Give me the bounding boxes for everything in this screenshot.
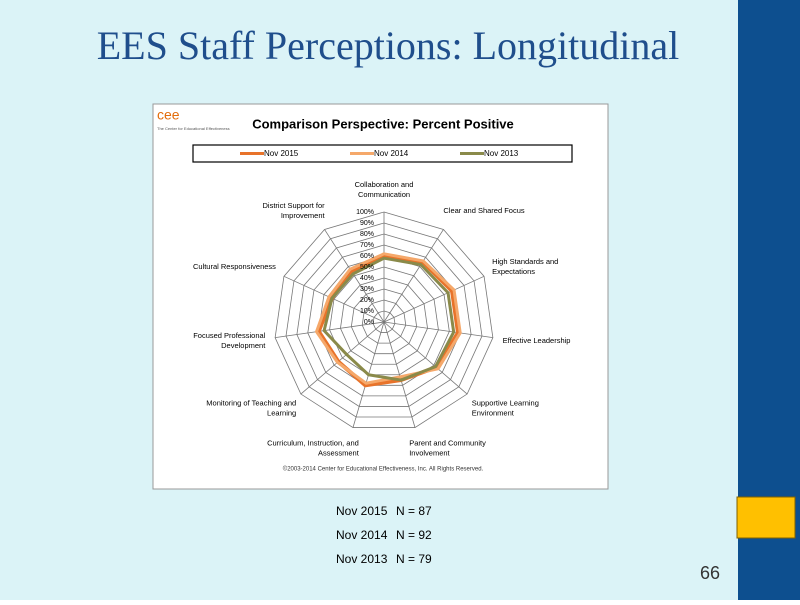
r-tick-label: 50% xyxy=(360,264,374,271)
grid-ring xyxy=(329,266,439,376)
legend-label: Nov 2014 xyxy=(374,149,409,158)
spoke xyxy=(383,321,416,428)
spoke xyxy=(275,321,385,339)
grid-ring xyxy=(274,211,494,428)
sample-n: N = 87 xyxy=(396,504,432,518)
grid-ring xyxy=(372,310,396,333)
r-tick-label: 100% xyxy=(356,209,374,216)
sample-n: N = 79 xyxy=(396,552,432,566)
series-line xyxy=(322,256,456,382)
legend-label: Nov 2015 xyxy=(264,149,299,158)
r-tick-label: 60% xyxy=(360,253,374,260)
legend-box xyxy=(192,144,573,163)
logo: cee xyxy=(157,107,180,123)
spoke xyxy=(383,321,493,339)
slide-title: EES Staff Perceptions: Longitudinal xyxy=(97,23,680,68)
sample-label: Nov 2013 xyxy=(336,552,388,566)
grid-ring xyxy=(361,299,407,344)
grid-ring xyxy=(340,277,428,365)
category-label: Cultural Responsiveness xyxy=(193,262,276,271)
footnote: ©2003-2014 Center for Educational Effect… xyxy=(283,466,484,473)
spoke xyxy=(283,275,385,323)
r-tick-label: 80% xyxy=(360,231,374,238)
category-label: District Support for Improvement xyxy=(263,201,326,220)
chart-title: Comparison Perspective: Percent Positive xyxy=(252,116,514,131)
spoke xyxy=(383,229,444,323)
r-tick-label: 20% xyxy=(360,297,374,304)
sample-label: Nov 2015 xyxy=(336,504,388,518)
category-label: High Standards and Expectations xyxy=(492,257,558,276)
grid-ring xyxy=(285,222,483,418)
logo-caption: The Center for Educational Effectiveness xyxy=(157,126,230,131)
category-label: Supportive Learning Environment xyxy=(472,398,539,417)
category-label: Collaboration and Communication xyxy=(355,180,414,199)
spoke xyxy=(300,321,385,395)
spoke xyxy=(324,229,385,323)
r-tick-label: 40% xyxy=(360,275,374,282)
legend-label: Nov 2013 xyxy=(484,149,519,158)
category-label: Clear and Shared Focus xyxy=(443,206,525,215)
grid-ring xyxy=(350,288,418,355)
grid-ring xyxy=(296,233,472,407)
spoke xyxy=(383,321,468,395)
r-tick-label: 0% xyxy=(364,319,374,326)
r-tick-label: 30% xyxy=(360,286,374,293)
accent-square xyxy=(736,496,796,539)
spoke xyxy=(383,275,485,323)
category-label: Effective Leadership xyxy=(503,336,571,345)
category-label: Parent and Community Involvement xyxy=(409,439,486,458)
sample-n: N = 92 xyxy=(396,528,432,542)
chart-frame xyxy=(152,103,609,490)
category-label: Monitoring of Teaching and Learning xyxy=(206,398,296,417)
r-tick-label: 70% xyxy=(360,242,374,249)
category-label: Curriculum, Instruction, and Assessment xyxy=(267,439,360,458)
series-line xyxy=(314,252,462,385)
page-number: 66 xyxy=(700,563,720,583)
grid-ring xyxy=(318,255,450,386)
r-tick-label: 90% xyxy=(360,220,374,227)
r-tick-label: 10% xyxy=(360,308,374,315)
category-label: Focused Professional Development xyxy=(193,331,266,350)
sample-label: Nov 2014 xyxy=(336,528,388,542)
